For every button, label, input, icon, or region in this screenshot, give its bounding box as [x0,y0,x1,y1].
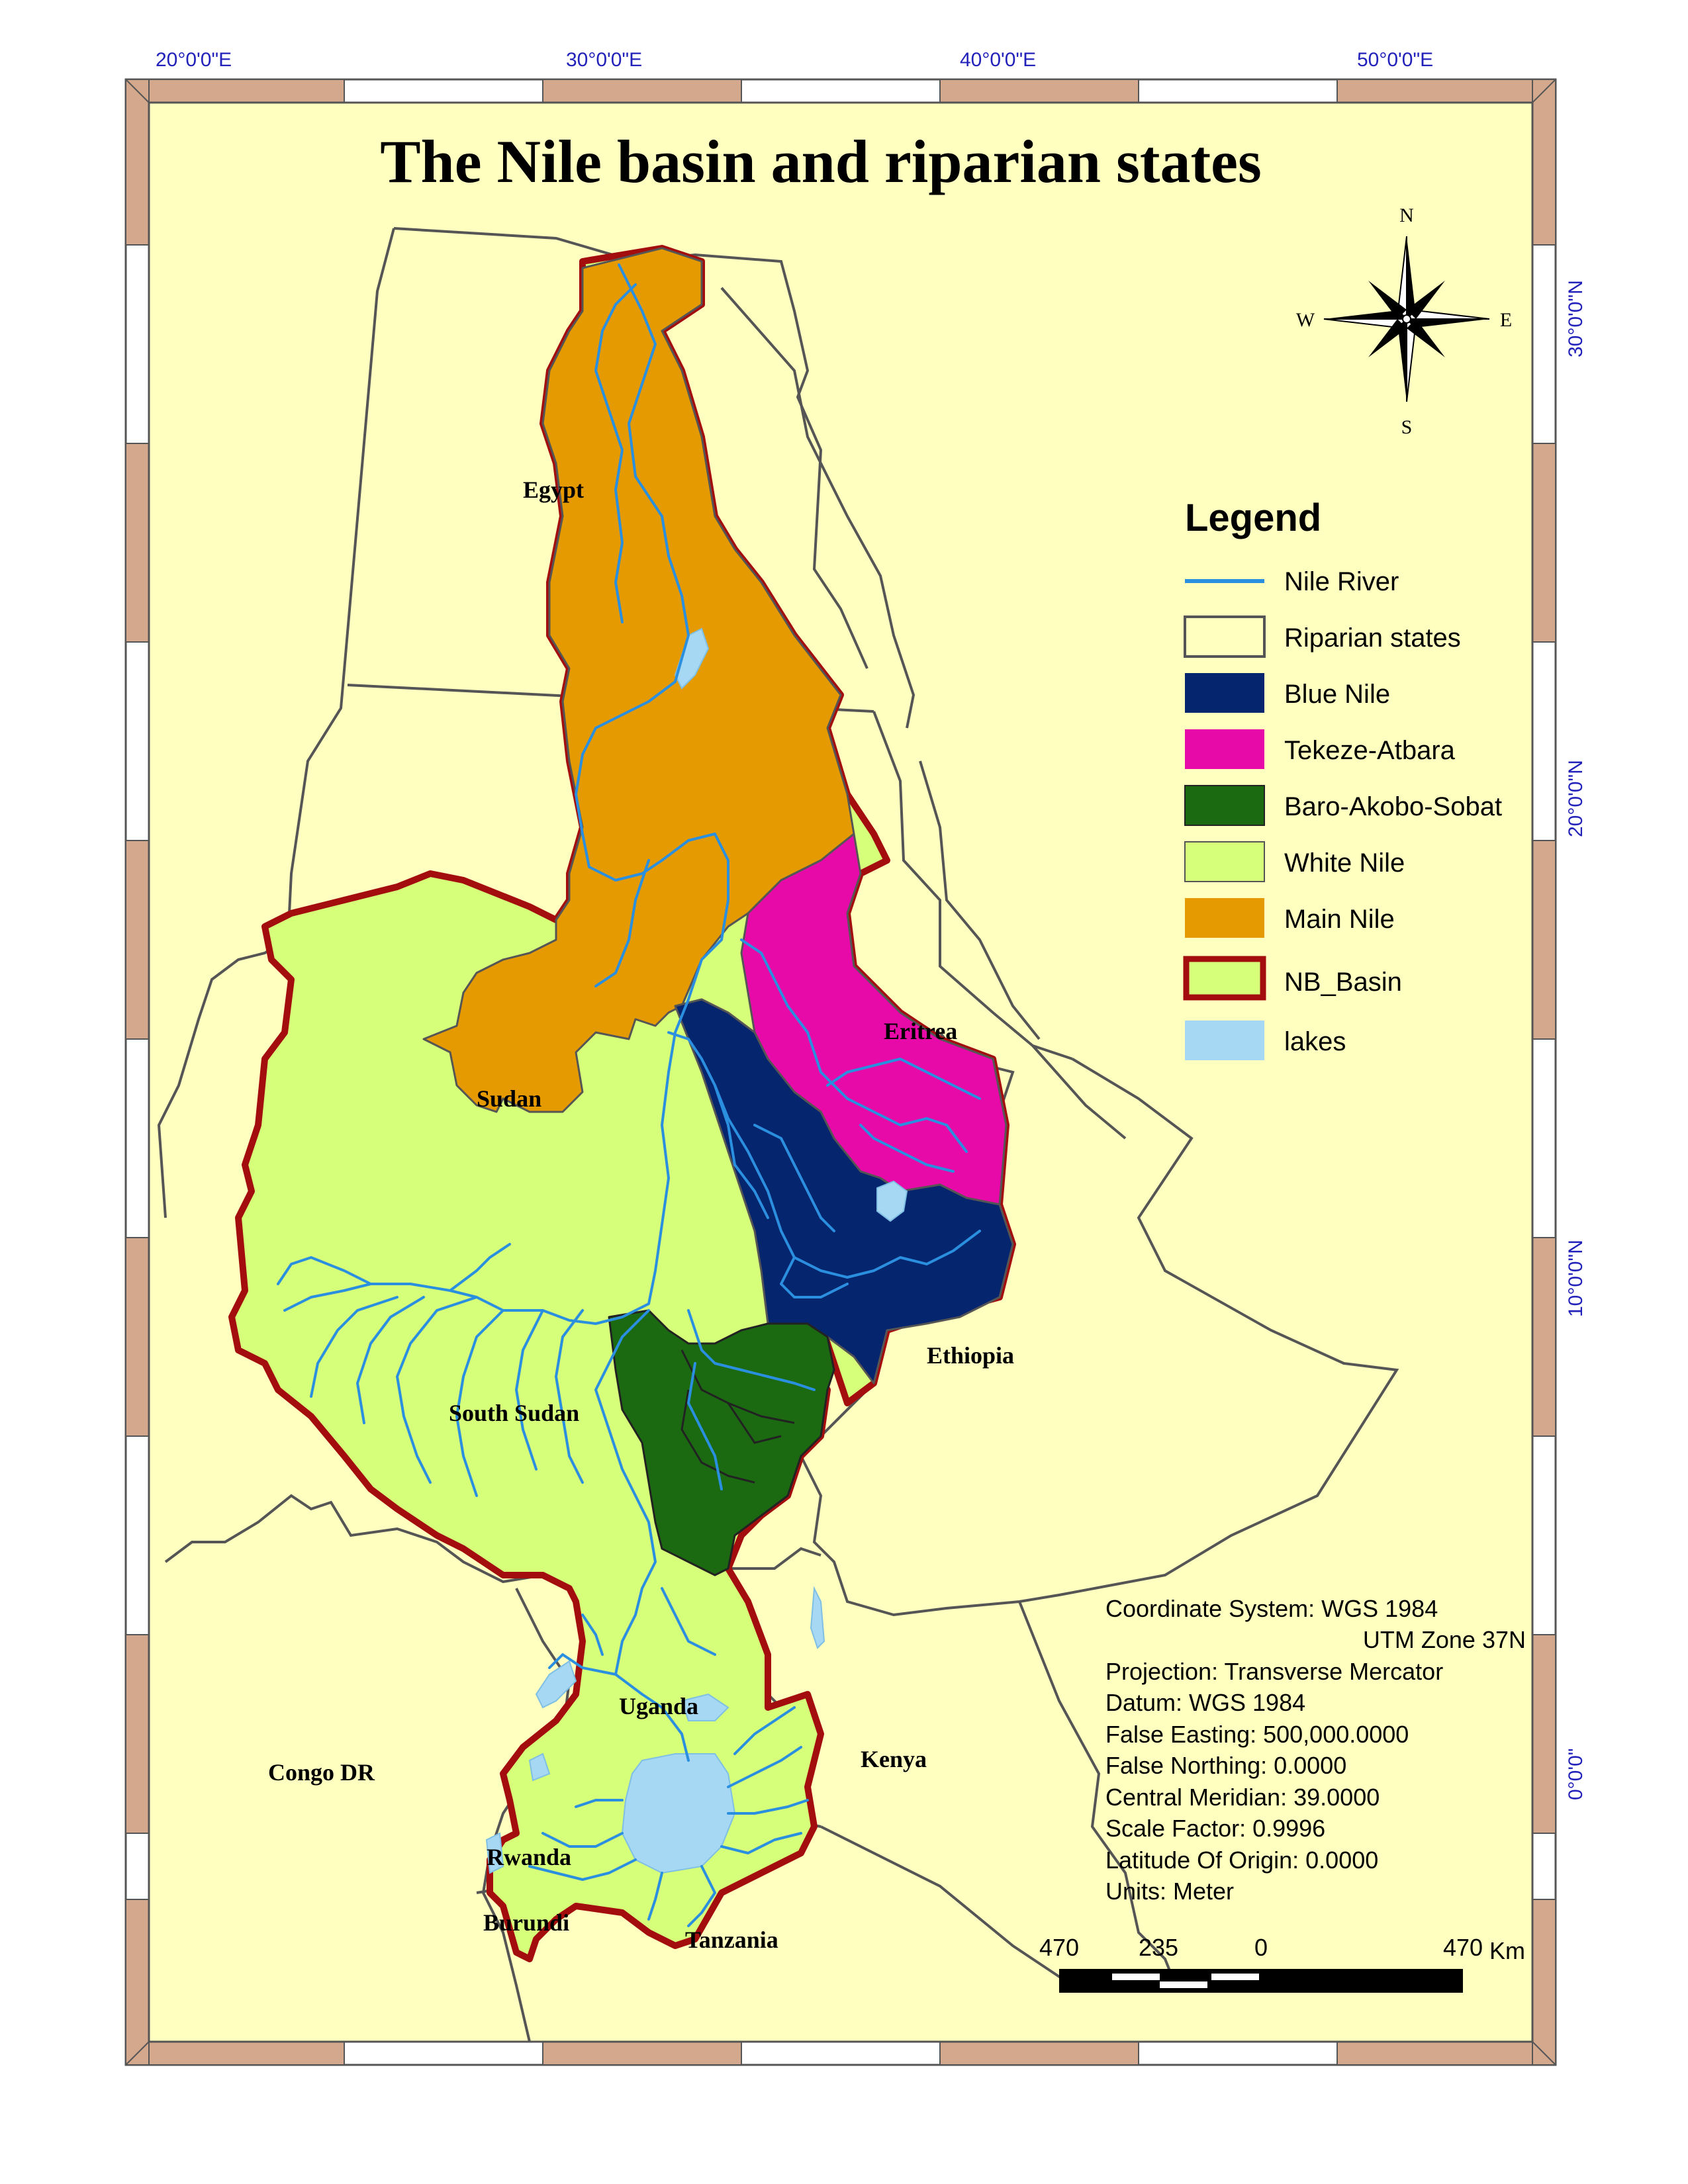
compass-s: S [1401,416,1413,438]
legend-title: Legend [1185,496,1321,539]
label-egypt: Egypt [523,477,584,503]
label-south-sudan: South Sudan [449,1400,579,1426]
label-congo-dr: Congo DR [268,1759,375,1786]
scale-label-470-right: 470 [1443,1934,1483,1961]
legend-label-riparian-states: Riparian states [1284,623,1461,653]
label-uganda: Uganda [619,1693,698,1719]
info-line-1: Coordinate System: WGS 1984 [1105,1595,1438,1622]
scale-bar-body [1059,1969,1463,1993]
label-eritrea: Eritrea [884,1018,957,1044]
legend-label-baro-akobo-sobat: Baro-Akobo-Sobat [1284,792,1502,821]
lake-kivu [485,1832,504,1874]
legend-swatch-blue-nile [1185,673,1264,713]
compass-n: N [1399,205,1414,226]
label-burundi: Burundi [483,1909,569,1936]
legend-swatch-white-nile [1184,841,1265,882]
lat-label-0: 0°0'0" [1565,1749,1587,1800]
info-line-6: False Northing: 0.0000 [1105,1752,1346,1779]
legend-swatch-riparian-states [1184,615,1266,658]
legend-label-nile-river: Nile River [1284,567,1399,596]
lake-turkana [810,1586,825,1649]
info-line-7: Central Meridian: 39.0000 [1105,1784,1380,1811]
main-nile-subbasin [422,247,855,1113]
label-tanzania: Tanzania [685,1927,778,1953]
legend-swatch-baro-akobo-sobat [1184,785,1265,826]
scale-label-235: 235 [1139,1934,1178,1961]
legend: Legend Nile River Riparian states Blue N… [1183,496,1502,1060]
info-line-10: Units: Meter [1105,1878,1234,1905]
legend-label-tekeze-atbara: Tekeze-Atbara [1284,736,1456,765]
blue-nile-subbasin [674,998,1014,1385]
lon-label-50e: 50°0'0"E [1357,49,1433,71]
north-arrow-icon [1323,236,1490,402]
lat-label-10n: 10°0'0"N [1565,1240,1587,1317]
legend-swatch-nb-basin [1183,956,1266,1001]
info-line-3: Projection: Transverse Mercator [1105,1658,1443,1685]
info-line-4: Datum: WGS 1984 [1105,1689,1305,1716]
baro-akobo-sobat-subbasin [608,1309,835,1576]
legend-swatch-main-nile [1185,898,1264,938]
scale-label-470-left: 470 [1039,1934,1079,1961]
lake-edward [528,1752,551,1782]
lakes [485,627,908,1874]
lat-label-30n: 30°0'0"N [1565,280,1587,357]
legend-label-main-nile: Main Nile [1284,905,1395,934]
map-frame [124,78,1557,2066]
legend-label-white-nile: White Nile [1284,848,1405,878]
info-line-9: Latitude Of Origin: 0.0000 [1105,1846,1378,1874]
legend-swatch-lakes [1185,1021,1264,1060]
lon-label-30e: 30°0'0"E [566,49,642,71]
lake-tana [876,1180,908,1222]
nile-river-network [277,263,981,1927]
compass-w: W [1296,309,1315,331]
lat-label-20n: 20°0'0"N [1565,760,1587,837]
legend-swatch-tekeze-atbara [1185,729,1264,769]
map-title: The Nile basin and riparian states [380,128,1262,195]
legend-label-nb-basin: NB_Basin [1284,968,1402,997]
coordinate-info: Coordinate System: WGS 1984 UTM Zone 37N… [1105,1595,1526,1905]
lake-nasser [674,627,710,690]
baro-akobo-sobat-subbasin-divides [680,1349,795,1484]
info-line-5: False Easting: 500,000.0000 [1105,1721,1409,1748]
lake-kyoga [680,1693,729,1721]
label-rwanda: Rwanda [487,1844,571,1870]
legend-label-lakes: lakes [1284,1027,1346,1056]
compass-e: E [1500,309,1512,331]
legend-label-blue-nile: Blue Nile [1284,680,1390,709]
lake-albert [535,1660,577,1709]
scale-label-0: 0 [1254,1934,1268,1961]
riparian-state-borders [157,227,1399,2042]
scale-unit: Km [1489,1937,1525,1964]
info-line-2: UTM Zone 37N [1363,1626,1526,1653]
label-kenya: Kenya [861,1746,927,1772]
lon-label-40e: 40°0'0"E [960,49,1036,71]
scale-bar: 470 235 0 470 Km [1039,1934,1525,1993]
lon-label-20e: 20°0'0"E [156,49,232,71]
label-ethiopia: Ethiopia [927,1342,1014,1369]
info-line-8: Scale Factor: 0.9996 [1105,1815,1325,1842]
label-sudan: Sudan [477,1085,541,1112]
